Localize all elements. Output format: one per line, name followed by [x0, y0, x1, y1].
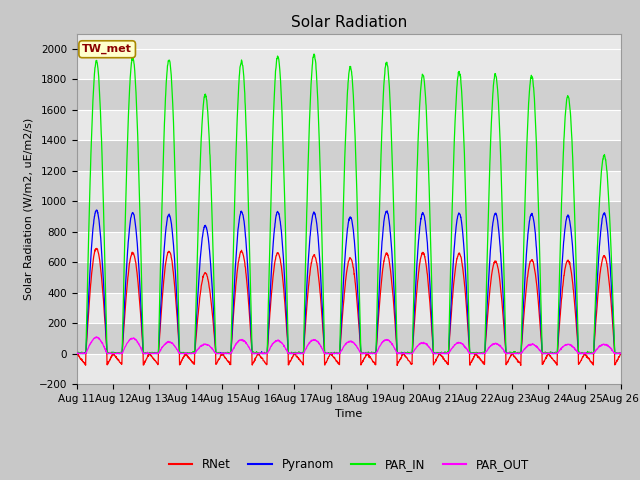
Bar: [77, 201, 621, 232]
Bar: [77, 232, 621, 262]
Bar: [77, 171, 621, 201]
Title: Solar Radiation: Solar Radiation: [291, 15, 407, 30]
Bar: [77, 293, 621, 323]
Bar: [77, 262, 621, 293]
Bar: [77, 79, 621, 110]
Bar: [77, 140, 621, 171]
X-axis label: Time: Time: [335, 409, 362, 419]
Text: TW_met: TW_met: [82, 44, 132, 54]
Y-axis label: Solar Radiation (W/m2, uE/m2/s): Solar Radiation (W/m2, uE/m2/s): [23, 118, 33, 300]
Bar: [77, 110, 621, 140]
Bar: [77, 49, 621, 79]
Bar: [77, 323, 621, 354]
Bar: [77, 354, 621, 384]
Legend: RNet, Pyranom, PAR_IN, PAR_OUT: RNet, Pyranom, PAR_IN, PAR_OUT: [164, 454, 534, 476]
